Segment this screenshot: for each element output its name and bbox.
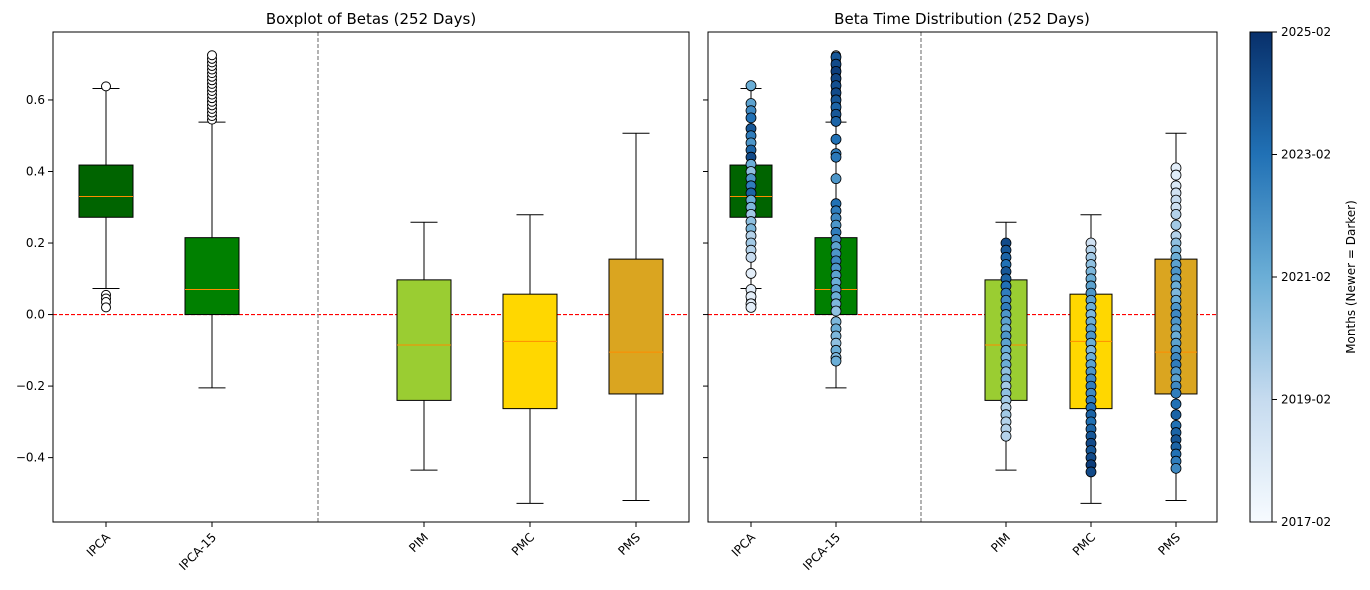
box-iqr [78, 164, 134, 218]
x-tick-label: IPCA [729, 530, 759, 560]
box-pmc [502, 214, 558, 504]
time-scatter-point [745, 268, 757, 279]
time-scatter-point [1170, 398, 1182, 410]
x-tick-label: PMS [1155, 530, 1183, 558]
box-ipca [78, 81, 134, 313]
box-ipca-15 [814, 50, 858, 389]
time-scatter-point [1170, 462, 1182, 474]
colorbar-tick-label: 2017-02 [1281, 515, 1331, 529]
outlier-point [207, 50, 217, 61]
x-tick-label: IPCA-15 [176, 530, 219, 573]
plot-frame-right [707, 31, 1218, 523]
colorbar-tick-label: 2021-02 [1281, 270, 1331, 284]
box-iqr [608, 258, 664, 395]
box-pms [1154, 132, 1198, 502]
box-iqr [396, 279, 452, 401]
time-distribution-panel: Beta Time Distribution (252 Days) IPCA IP… [703, 10, 1218, 573]
colorbar-tick-label: 2019-02 [1281, 393, 1331, 407]
time-scatter-point [1170, 387, 1182, 399]
y-tick-label: −0.4 [16, 451, 45, 465]
x-tick-label: IPCA-15 [800, 530, 843, 573]
time-scatter-point [1170, 209, 1182, 220]
x-tick-label: PMC [509, 530, 537, 558]
box-pim [396, 221, 452, 471]
time-scatter-point [1085, 466, 1097, 478]
time-scatter-point [830, 116, 842, 127]
chart-title-left: Boxplot of Betas (252 Days) [266, 10, 476, 28]
time-scatter-point [1170, 409, 1182, 421]
x-tick-label: PMC [1070, 530, 1098, 558]
x-tick-label: IPCA [84, 530, 114, 560]
y-tick-label: 0.2 [26, 236, 45, 250]
box-ipca [729, 80, 773, 313]
box-pms [608, 132, 664, 502]
boxplot-panel: Boxplot of Betas (252 Days) −0.4 −0.2 0.0 0… [16, 10, 690, 573]
y-tick-label: 0.4 [26, 164, 45, 178]
outlier-point [101, 81, 111, 92]
x-tick-label: PMS [615, 530, 643, 558]
x-tick-label: PIM [988, 530, 1013, 555]
time-scatter-point [745, 112, 757, 124]
colorbar: 2017-02 2019-02 2021-02 2023-02 2025-02 Mont… [1249, 25, 1358, 529]
chart-title-right: Beta Time Distribution (252 Days) [834, 10, 1090, 28]
time-scatter-point [745, 251, 757, 263]
plot-frame-left [52, 31, 690, 523]
outlier-point [101, 302, 111, 313]
y-tick-label: 0.6 [26, 93, 45, 107]
time-scatter-point [830, 305, 842, 317]
time-scatter-point [830, 151, 842, 163]
y-tick-label: 0.0 [26, 308, 45, 322]
colorbar-tick-label: 2023-02 [1281, 148, 1331, 162]
box-iqr [502, 293, 558, 410]
colorbar-label: Months (Newer = Darker) [1344, 200, 1358, 354]
box-iqr [184, 237, 240, 316]
time-scatter-point [1170, 219, 1182, 231]
y-tick-label: −0.2 [16, 379, 45, 393]
time-scatter-point [1000, 430, 1012, 442]
x-tick-label: PIM [406, 530, 431, 555]
time-scatter-point [830, 355, 842, 367]
colorbar-gradient [1249, 31, 1273, 523]
time-scatter-point [745, 302, 757, 313]
time-scatter-point [745, 80, 757, 92]
box-pmc [1069, 214, 1113, 504]
time-scatter-point [830, 173, 842, 185]
time-scatter-point [830, 133, 842, 145]
box-pim [984, 221, 1028, 471]
box-ipca-15 [184, 50, 240, 389]
time-scatter-point [1170, 169, 1182, 181]
colorbar-tick-label: 2025-02 [1281, 25, 1331, 39]
